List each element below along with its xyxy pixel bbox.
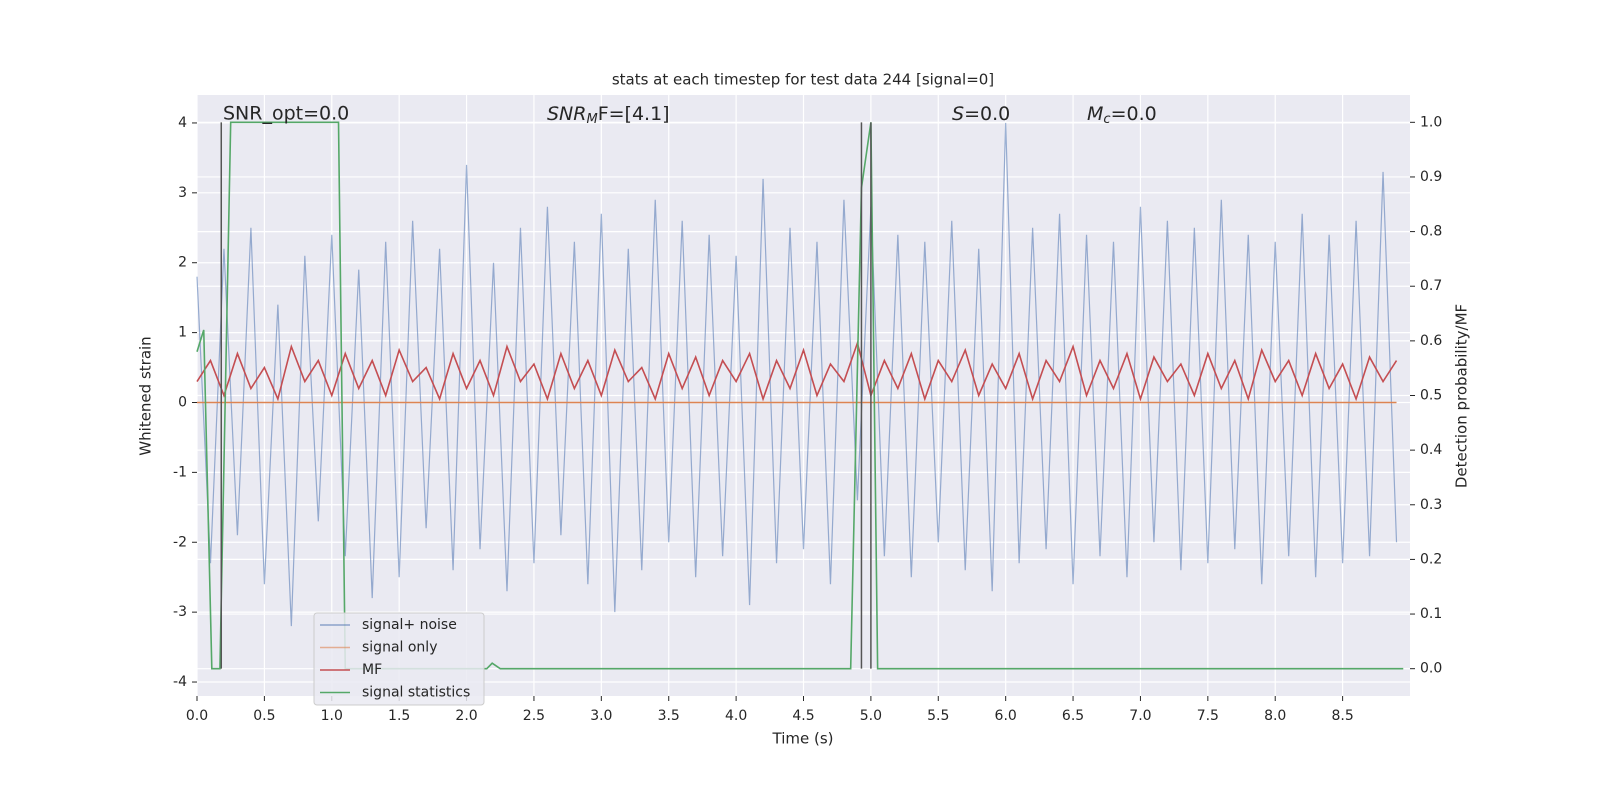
x-tick-label: 4.5 [792, 708, 814, 724]
y2-tick-label: 0.6 [1420, 333, 1442, 349]
x-tick-label: 7.0 [1129, 708, 1151, 724]
annotation-part: F=[4.1] [598, 103, 670, 125]
x-tick-label: 4.0 [725, 708, 747, 724]
x-axis-label: Time (s) [772, 730, 834, 748]
y-tick-label: 1 [178, 325, 187, 341]
annotation-part: M [1087, 103, 1103, 125]
legend-label: signal+ noise [362, 617, 457, 633]
legend-label: signal only [362, 640, 437, 656]
chart-title: stats at each timestep for test data 244… [612, 71, 994, 89]
annotation: Mc=0.0 [1087, 103, 1157, 127]
y2-tick-label: 0.1 [1420, 606, 1442, 622]
x-tick-label: 6.0 [995, 708, 1017, 724]
annotation-sub: c [1103, 112, 1110, 127]
y2-tick-label: 0.9 [1420, 169, 1442, 185]
x-tick-label: 1.0 [321, 708, 343, 724]
annotation-part: =0.0 [1111, 103, 1157, 125]
y-tick-label: -4 [173, 674, 187, 690]
y2-axis-label: Detection probability/MF [1453, 304, 1471, 488]
y2-tick-label: 0.3 [1420, 497, 1442, 513]
y-tick-label: -2 [173, 534, 187, 550]
series-line [196, 122, 1398, 627]
y2-tick-label: 0.5 [1420, 388, 1442, 404]
y2-tick-label: 0.4 [1420, 442, 1442, 458]
y-tick-label: -1 [173, 464, 187, 480]
annotation: SNRMF=[4.1] [547, 103, 670, 127]
x-tick-label: 8.0 [1264, 708, 1286, 724]
annotation-part: SNR [547, 103, 586, 125]
y-axis-label: Whitened strain [137, 336, 155, 455]
y2-tick-label: 0.8 [1420, 224, 1442, 240]
x-tick-label: 0.5 [253, 708, 275, 724]
series-line [196, 340, 1398, 402]
x-tick-label: 1.5 [388, 708, 410, 724]
y-tick-label: 0 [178, 394, 187, 410]
x-tick-label: 8.5 [1331, 708, 1353, 724]
legend-label: MF [362, 662, 382, 678]
legend-box [313, 612, 485, 706]
y2-tick-label: 1.0 [1420, 114, 1442, 130]
y-tick-label: 4 [178, 115, 187, 131]
y2-tick-label: 0.7 [1420, 278, 1442, 294]
annotation-sub: M [586, 112, 597, 127]
x-tick-label: 5.0 [860, 708, 882, 724]
x-tick-label: 3.0 [590, 708, 612, 724]
x-tick-label: 6.5 [1062, 708, 1084, 724]
series-line [196, 121, 1404, 670]
x-tick-label: 2.0 [455, 708, 477, 724]
annotation-part: S [952, 103, 964, 125]
x-tick-label: 3.5 [658, 708, 680, 724]
x-tick-label: 7.5 [1197, 708, 1219, 724]
annotation: SNR_opt=0.0 [223, 103, 349, 125]
annotation: S=0.0 [952, 103, 1010, 125]
y-tick-label: 3 [178, 185, 187, 201]
y2-tick-label: 0.2 [1420, 551, 1442, 567]
x-tick-label: 5.5 [927, 708, 949, 724]
y-tick-label: 2 [178, 255, 187, 271]
x-tick-label: 0.0 [186, 708, 208, 724]
x-tick-label: 2.5 [523, 708, 545, 724]
y-tick-label: -3 [173, 604, 187, 620]
annotation-part: =0.0 [964, 103, 1010, 125]
legend-label: signal statistics [362, 685, 470, 701]
y2-tick-label: 0.0 [1420, 661, 1442, 677]
